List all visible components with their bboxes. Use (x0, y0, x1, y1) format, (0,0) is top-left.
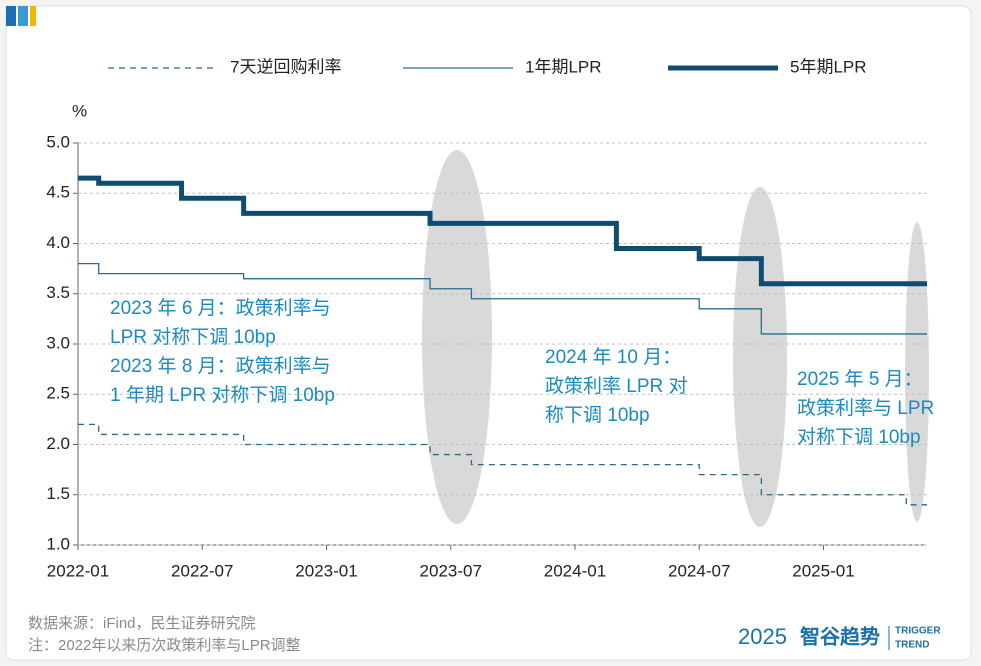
y-tick-label: 3.0 (46, 333, 70, 352)
x-tick-label: 2024-01 (544, 561, 606, 580)
legend-label: 7天逆回购利率 (230, 57, 341, 76)
annotation: 1 年期 LPR 对称下调 10bp (110, 384, 335, 406)
highlight (733, 187, 787, 527)
note: 注：2022年以来历次政策利率与LPR调整 (28, 637, 301, 654)
x-tick-label: 2025-01 (792, 561, 854, 580)
x-tick-label: 2022-01 (47, 561, 109, 580)
x-tick-label: 2024-07 (668, 561, 730, 580)
annotation: 对称下调 10bp (797, 426, 921, 448)
annotation: 政策利率 LPR 对 (545, 375, 688, 397)
brand-year: 2025 (738, 624, 787, 649)
source: 数据来源：iFind，民生证券研究院 (28, 614, 256, 632)
y-tick-label: 5.0 (46, 132, 70, 151)
brand-en: TRIGGER (895, 626, 941, 637)
y-tick-label: 2.0 (46, 434, 70, 453)
brand-name: 智谷趋势 (800, 624, 880, 648)
x-tick-label: 2022-07 (171, 561, 233, 580)
logo-block (6, 6, 16, 26)
legend-label: 1年期LPR (525, 57, 602, 76)
y-tick-label: 2.5 (46, 384, 70, 403)
y-unit: % (72, 101, 87, 120)
highlight (422, 150, 492, 524)
y-tick-label: 1.0 (46, 534, 70, 553)
x-tick-label: 2023-07 (420, 561, 482, 580)
annotation: 2025 年 5 月： (797, 368, 923, 390)
y-tick-label: 1.5 (46, 484, 70, 503)
brand-en: TREND (895, 640, 929, 651)
series-line (78, 175, 927, 287)
highlight (905, 222, 929, 522)
annotation: 2023 年 6 月：政策利率与 (110, 297, 331, 319)
annotation: LPR 对称下调 10bp (110, 326, 276, 348)
logo-block (30, 6, 36, 26)
x-tick-label: 2023-01 (295, 561, 357, 580)
y-tick-label: 4.5 (46, 183, 70, 202)
legend-label: 5年期LPR (790, 57, 867, 76)
logo-block (18, 6, 28, 26)
y-tick-label: 4.0 (46, 233, 70, 252)
series-line (78, 423, 927, 506)
series-line (78, 262, 927, 335)
annotation: 政策利率与 LPR (797, 397, 934, 419)
annotation: 2023 年 8 月：政策利率与 (110, 355, 331, 377)
annotation: 2024 年 10 月： (545, 346, 681, 368)
y-tick-label: 3.5 (46, 283, 70, 302)
annotation: 称下调 10bp (545, 404, 650, 426)
